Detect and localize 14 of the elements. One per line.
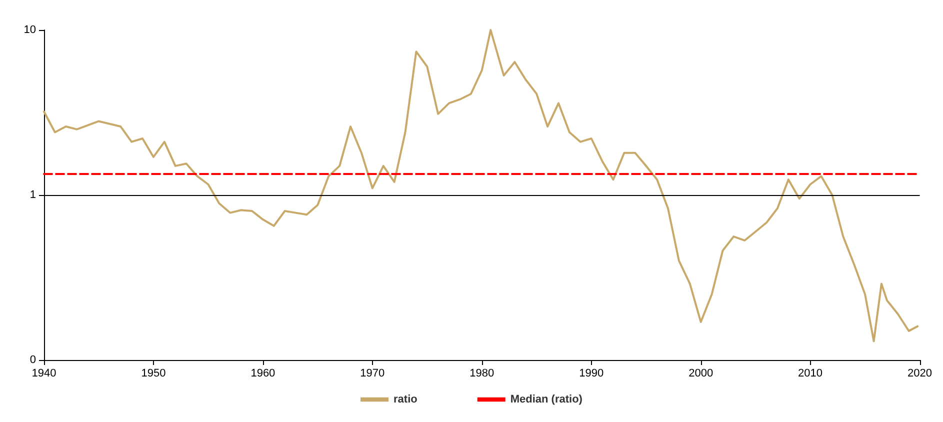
x-tick-label: 1990 — [579, 368, 604, 380]
x-tick-label: 1960 — [250, 368, 276, 380]
x-tick-label: 2010 — [798, 368, 823, 380]
x-tick-label: 1950 — [141, 368, 166, 380]
y-tick-label: 0 — [30, 354, 36, 366]
y-tick-label: 10 — [24, 24, 36, 36]
x-tick-label: 2020 — [908, 368, 932, 380]
x-tick-label: 1940 — [32, 368, 56, 380]
legend-label: ratio — [394, 394, 418, 406]
y-tick-label: 1 — [30, 189, 36, 201]
legend-label: Median (ratio) — [510, 394, 583, 406]
x-tick-label: 2000 — [688, 368, 714, 380]
x-tick-label: 1970 — [360, 368, 385, 380]
x-tick-label: 1980 — [470, 368, 494, 380]
